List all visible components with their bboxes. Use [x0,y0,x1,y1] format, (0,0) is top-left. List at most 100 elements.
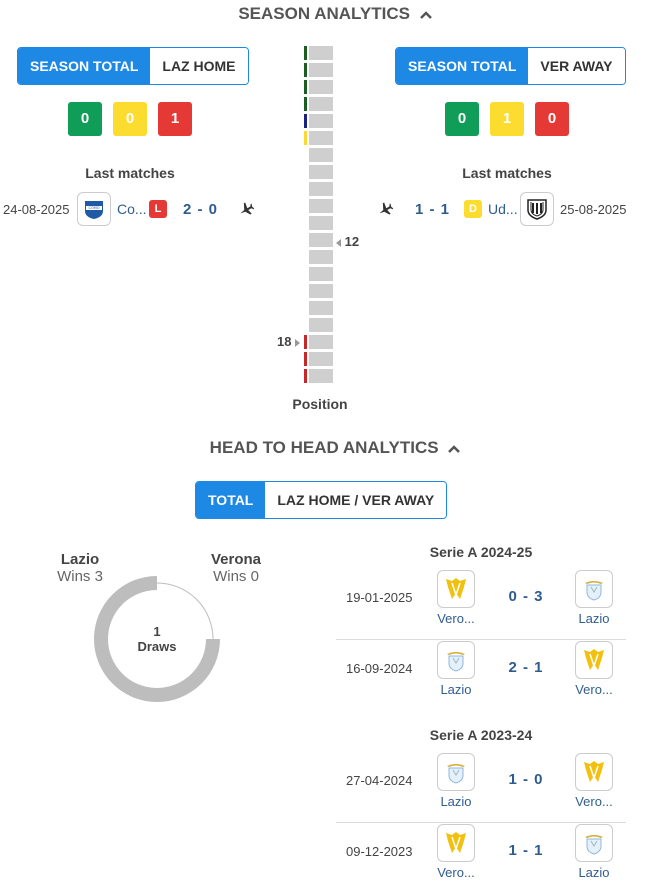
away-team: Lazio [564,570,624,626]
verona-logo-icon [575,753,613,791]
away-team: Lazio [564,824,624,880]
tab-laz-home-ver-away[interactable]: LAZ HOME / VER AWAY [265,482,447,518]
left-team-name: Lazio [60,551,100,568]
right-losses-badge: 0 [535,102,569,136]
h2h-right-team: Verona Wins 0 [196,551,276,585]
position-cell [309,284,333,298]
match-score: 1 - 0 [508,771,544,788]
triangle-right-icon [295,338,301,347]
away-team-name: Vero... [575,794,613,809]
zone-mark [304,352,307,366]
home-team: Lazio [426,641,486,697]
left-wins-badge: 0 [68,102,102,136]
tab-laz-home[interactable]: LAZ HOME [150,48,248,84]
h2h-match-row[interactable]: 27-04-2024 Lazio 1 - 0 Vero... [336,753,626,823]
h2h-donut-chart: 1 Draws [94,576,220,702]
home-team: Vero... [426,824,486,880]
position-right-value: 12 [344,234,360,249]
match-score: 1 - 1 [415,200,451,218]
h2h-analytics-label: HEAD TO HEAD ANALYTICS [209,438,439,457]
opponent-name: Co... [117,201,147,217]
zone-mark [304,267,307,281]
position-cell [309,97,333,111]
position-marker-left: 18 [277,334,301,349]
left-losses-badge: 1 [158,102,192,136]
match-date: 24-08-2025 [3,201,70,217]
home-team: Vero... [426,570,486,626]
result-badge: D [464,200,483,218]
right-draws-badge: 1 [490,102,524,136]
zone-mark [304,369,307,383]
position-cell [309,216,333,230]
h2h-match-row[interactable]: 09-12-2023 Vero... 1 - 1 Lazio [336,824,626,882]
position-left-value: 18 [277,334,292,349]
zone-mark [304,216,307,230]
position-marker-right: 12 [336,234,359,249]
position-cell [309,165,333,179]
tab-ver-away[interactable]: VER AWAY [528,48,625,84]
position-cell [309,80,333,94]
position-cell [309,182,333,196]
result-badge: L [149,200,167,218]
zone-mark [304,301,307,315]
tab-season-total-left[interactable]: SEASON TOTAL [18,48,151,84]
competition-title: Serie A 2023-24 [429,727,533,743]
zone-mark [304,284,307,298]
left-last-matches-label: Last matches [85,165,175,181]
zone-mark [304,318,307,332]
position-cell [309,369,333,383]
position-cell [309,335,333,349]
plane-icon [379,202,393,215]
away-team-name: Lazio [578,865,610,880]
position-cell [309,199,333,213]
verona-logo-icon [437,570,475,608]
h2h-match-row[interactable]: 16-09-2024 Lazio 2 - 1 Vero... [336,641,626,711]
match-date: 25-08-2025 [560,201,627,217]
zone-mark [304,63,307,77]
competition-title: Serie A 2024-25 [429,544,533,560]
away-team: Vero... [564,641,624,697]
zone-mark [304,182,307,196]
left-team-wins: Wins 3 [57,568,103,585]
h2h-match-row[interactable]: 19-01-2025 Vero... 0 - 3 Lazio [336,570,626,640]
como-logo-icon: COMO [77,192,111,226]
home-team: Lazio [426,753,486,809]
left-season-tabs: SEASON TOTAL LAZ HOME [17,47,249,85]
tab-h2h-total[interactable]: TOTAL [196,482,266,518]
lazio-logo-icon [437,753,475,791]
tab-season-total-right[interactable]: SEASON TOTAL [396,48,529,84]
position-cell [309,114,333,128]
udinese-logo-icon [520,192,555,226]
position-cell [309,250,333,264]
donut-wins-arc [94,576,220,702]
position-cell [309,267,333,281]
season-analytics-title[interactable]: SEASON ANALYTICS [0,4,671,24]
zone-mark [304,335,307,349]
match-score: 0 - 3 [508,588,544,605]
lazio-logo-icon [575,570,613,608]
zone-mark [304,97,307,111]
zone-mark [304,131,307,145]
left-last-match[interactable]: 24-08-2025 COMO Co... L 2 - 0 [3,192,255,226]
position-cell [309,352,333,366]
match-score: 2 - 0 [183,200,219,218]
position-cell [309,148,333,162]
plane-icon [240,202,255,215]
zone-mark [304,250,307,264]
right-wins-badge: 0 [445,102,479,136]
right-team-name: Verona [210,551,262,568]
right-last-matches-label: Last matches [462,165,552,181]
zone-mark [304,199,307,213]
home-team-name: Vero... [437,611,475,626]
position-cell [309,131,333,145]
verona-logo-icon [575,641,613,679]
away-team: Vero... [564,753,624,809]
h2h-analytics-title[interactable]: HEAD TO HEAD ANALYTICS [0,438,671,458]
chevron-up-icon [419,10,432,19]
position-cell [309,233,333,247]
zone-mark [304,114,307,128]
right-season-tabs: SEASON TOTAL VER AWAY [395,47,626,85]
zone-mark [304,165,307,179]
right-last-match[interactable]: 1 - 1 D Ud... 25-08-2025 [377,192,627,226]
lazio-logo-icon [437,641,475,679]
